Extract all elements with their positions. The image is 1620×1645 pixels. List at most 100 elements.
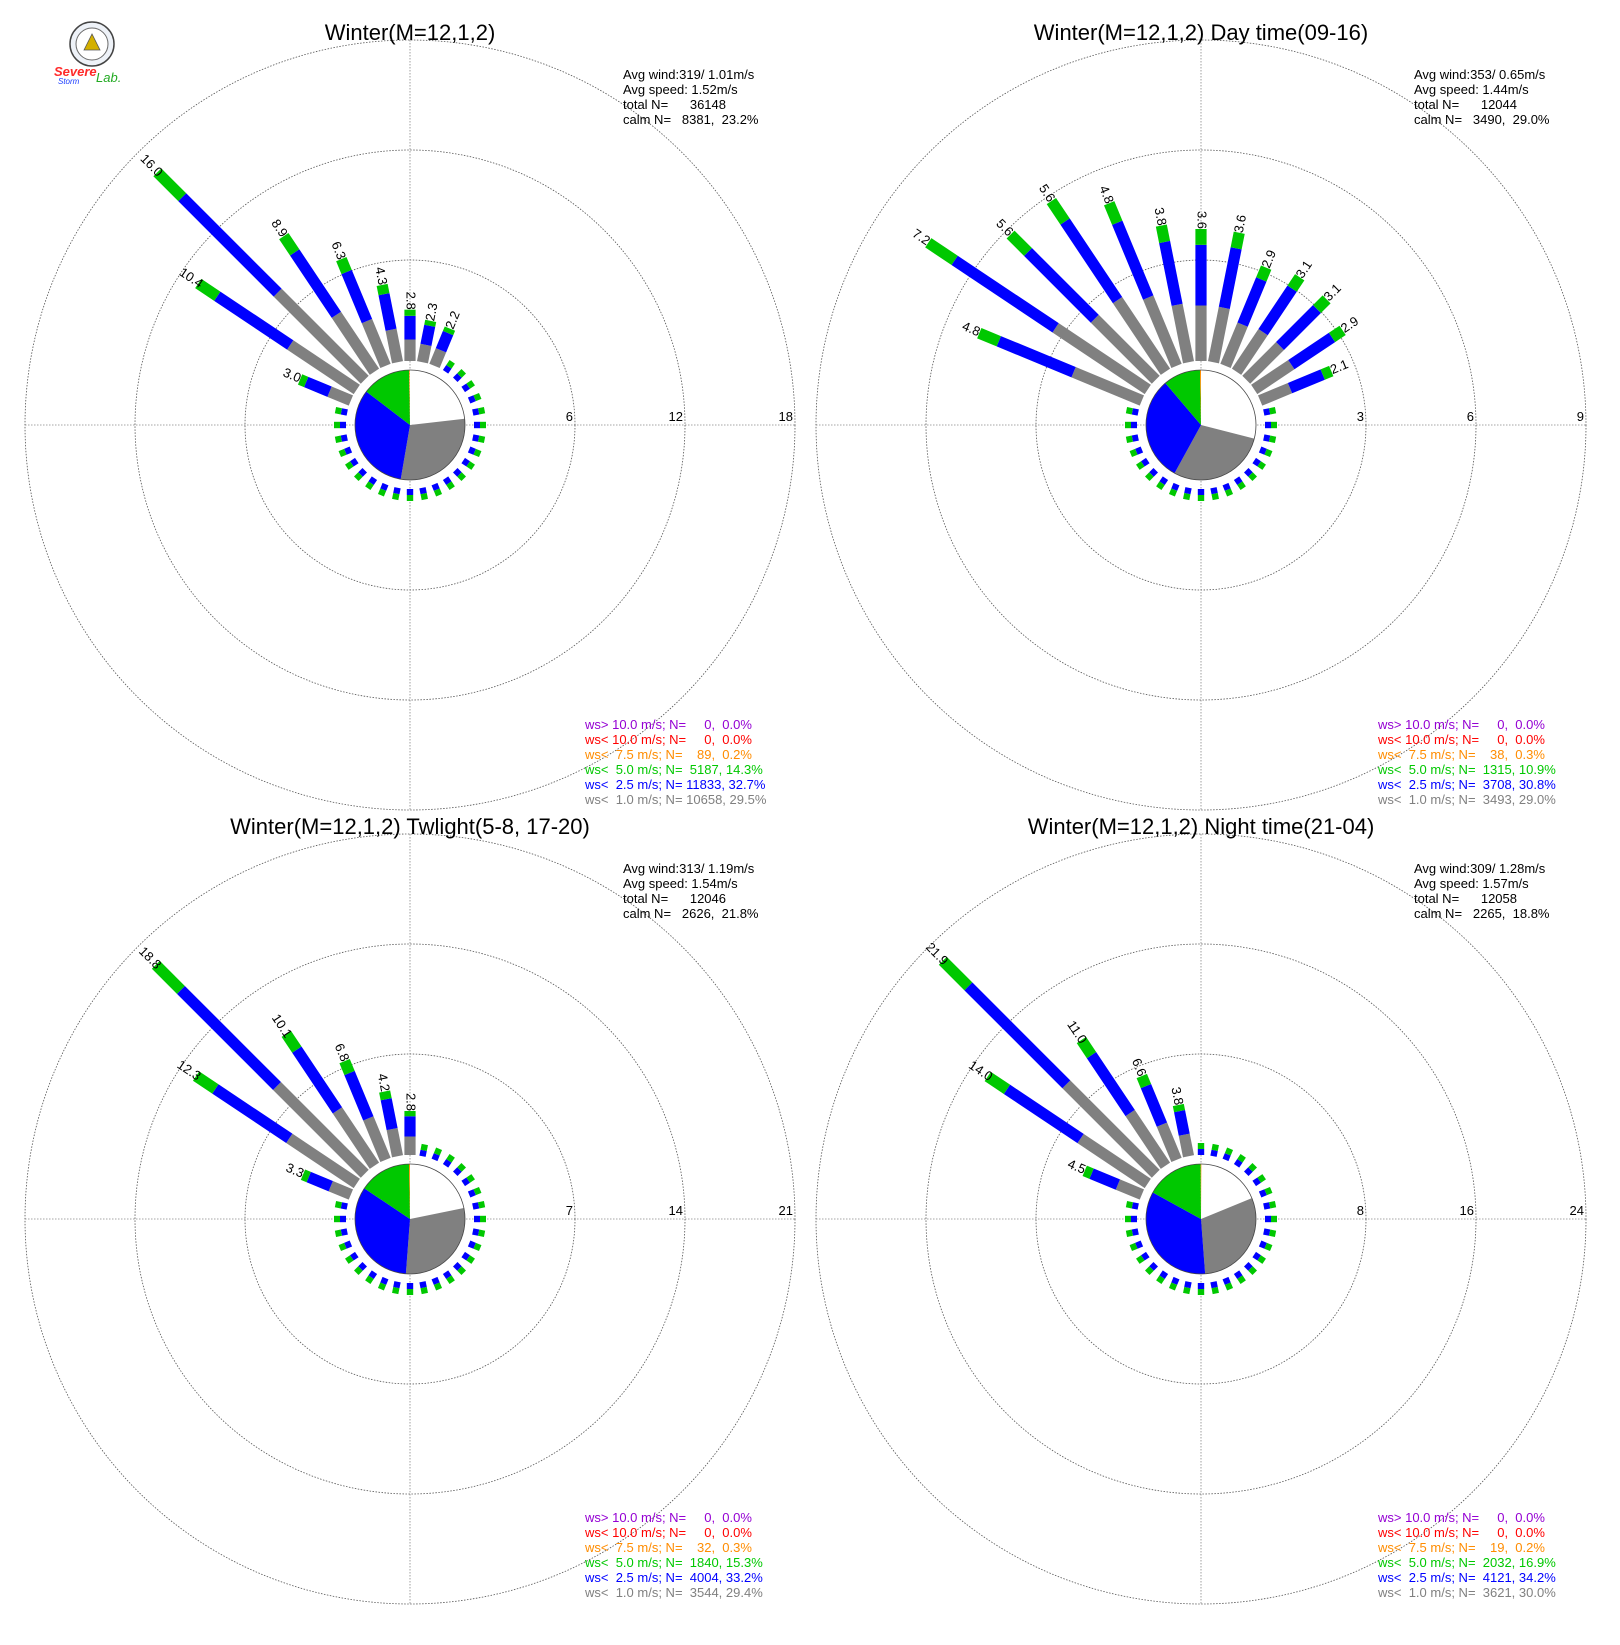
petal-segment-lt5 (345, 461, 354, 470)
wind-petal-minor (1125, 421, 1137, 429)
calm-slice (1201, 1164, 1252, 1219)
stats-line: Avg wind:313/ 1.19m/s (623, 861, 755, 876)
wind-petal-minor (442, 360, 455, 374)
petal-segment-lt2-5 (1233, 1159, 1243, 1168)
wind-petal-minor (1144, 1261, 1159, 1276)
legend-entry: ws< 2.5 m/s; N= 4004, 33.2% (584, 1570, 763, 1585)
petal-segment-lt5 (1082, 1165, 1094, 1179)
petal-segment-lt2-5 (290, 249, 342, 318)
wind-petal: 2.1 (1257, 356, 1350, 406)
petal-segment-lt5 (1197, 495, 1205, 501)
petal-segment-lt2-5 (442, 365, 452, 374)
petal-label: 6.8 (332, 1041, 353, 1063)
petal-segment-lt5 (1256, 265, 1272, 282)
logo-text-lab: Lab. (96, 70, 121, 85)
wind-petal: 3.6 (1207, 213, 1249, 364)
petal-segment-lt2-5 (472, 434, 480, 442)
calm-slice (1201, 370, 1256, 439)
petal-segment-lt2-5 (404, 315, 416, 340)
petal-segment-lt5 (1129, 1242, 1138, 1252)
wind-petal-minor (334, 421, 346, 429)
wind-petal: 10.4 (177, 264, 360, 395)
petal-segment-lt5 (1195, 229, 1207, 245)
petal-segment-lt2-5 (1141, 457, 1150, 467)
wind-petal-minor (334, 1201, 348, 1210)
petal-segment-lt1 (1156, 1122, 1182, 1163)
wind-petal-minor (442, 1270, 455, 1284)
range-ring (815, 833, 1587, 1605)
stats-line: calm N= 2265, 18.8% (1414, 906, 1550, 921)
stats-line: Avg speed: 1.54m/s (623, 876, 738, 891)
petal-segment-lt1 (1207, 306, 1230, 364)
petal-segment-lt2-5 (1149, 467, 1159, 477)
petal-segment-lt5 (1129, 448, 1138, 458)
legend-entry: ws< 5.0 m/s; N= 1840, 15.3% (584, 1555, 763, 1570)
petal-segment-lt5 (353, 1266, 363, 1276)
petal-segment-lt5 (473, 448, 482, 458)
petal-segment-lt5 (1271, 1215, 1277, 1223)
legend-entry: ws> 10.0 m/s; N= 0, 0.0% (1377, 717, 1545, 732)
petal-segment-lt2-5 (1131, 1202, 1139, 1210)
wind-petal-minor (419, 1143, 428, 1157)
wind-petal-minor (461, 457, 475, 470)
petal-segment-lt5 (300, 1169, 311, 1183)
wind-petal-minor (1168, 482, 1180, 497)
ring-label: 3 (1357, 409, 1364, 424)
petal-segment-lt5 (1264, 1186, 1273, 1196)
petal-segment-lt1 (1052, 323, 1151, 395)
petal-segment-lt5 (1172, 1103, 1186, 1113)
pie-slice-lt1 (405, 1208, 465, 1275)
petal-segment-lt5 (466, 1255, 475, 1264)
petal-segment-lt5 (392, 493, 400, 501)
petal-segment-lt5 (406, 1289, 414, 1295)
wind-petal-minor (1156, 476, 1169, 490)
wind-petal-minor (431, 482, 443, 497)
panel-title: Winter(M=12,1,2) Night time(21-04) (1028, 814, 1375, 839)
petal-label: 2.3 (422, 302, 440, 323)
petal-segment-lt2-5 (1222, 482, 1231, 491)
wind-petal-minor (474, 1215, 486, 1223)
wind-petal: 14.0 (966, 1057, 1151, 1189)
petal-label: 2.8 (404, 292, 419, 310)
petal-segment-lt5 (195, 278, 221, 301)
petal-segment-lt2-5 (452, 1261, 462, 1271)
petal-segment-lt1 (1195, 305, 1207, 361)
petal-segment-lt2-5 (1263, 1202, 1271, 1210)
range-ring (244, 259, 576, 591)
petal-segment-lt5 (1125, 1201, 1133, 1209)
petal-segment-lt5 (1313, 295, 1331, 313)
petal-segment-lt2-5 (380, 1276, 389, 1285)
petal-segment-lt2-5 (419, 487, 427, 495)
petal-segment-lt5 (1264, 448, 1273, 458)
petal-segment-lt5 (473, 1242, 482, 1252)
petal-segment-lt1 (1171, 303, 1195, 364)
petal-segment-lt2-5 (1131, 1228, 1139, 1236)
petal-segment-lt5 (1248, 1266, 1258, 1276)
wind-petal-minor (452, 1162, 467, 1177)
petal-segment-lt5 (1237, 1154, 1246, 1163)
petal-segment-lt2-5 (1276, 305, 1321, 350)
petal-label: 3.6 (1231, 213, 1249, 234)
wind-petal: 5.6 (993, 216, 1160, 384)
petal-segment-lt5 (151, 960, 185, 994)
range-ring (815, 39, 1587, 811)
stats-line: calm N= 8381, 23.2% (623, 112, 759, 127)
petal-segment-lt5 (1136, 1255, 1145, 1264)
petal-segment-lt1 (385, 328, 404, 364)
petal-segment-lt2-5 (393, 487, 401, 495)
wind-petal-minor (1129, 1240, 1144, 1252)
petal-segment-lt5 (1006, 230, 1032, 256)
petal-segment-lt2-5 (340, 1202, 348, 1210)
petal-segment-lt5 (376, 283, 390, 296)
wind-petal: 21.9 (923, 939, 1160, 1178)
ring-label: 9 (1577, 409, 1584, 424)
petal-segment-lt1 (404, 339, 416, 361)
petal-segment-lt5 (1144, 472, 1154, 482)
petal-segment-lt2-5 (341, 269, 373, 324)
stats-line: Avg speed: 1.44m/s (1414, 82, 1529, 97)
petal-segment-lt5 (1183, 493, 1191, 501)
petal-segment-lt2-5 (340, 434, 348, 442)
wind-petal-minor (1263, 434, 1277, 443)
petal-segment-lt5 (338, 1242, 347, 1252)
